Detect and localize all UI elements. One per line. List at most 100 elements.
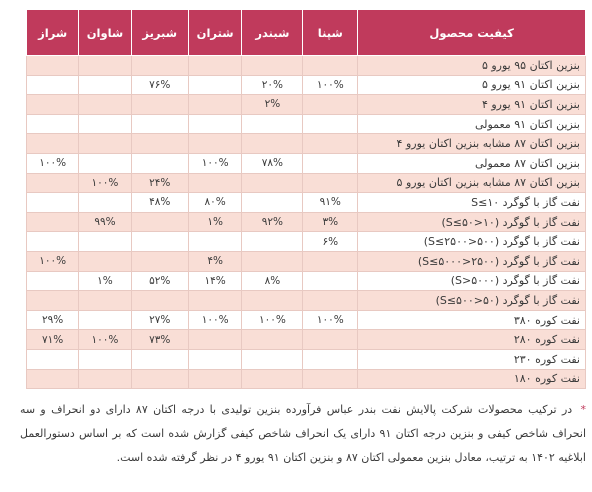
product-quality-cell: بنزین اکتان ۸۷ مشابه بنزین اکتان یورو ۵	[357, 172, 586, 194]
refinery-share-cell	[187, 329, 243, 350]
refinery-share-cell: ۲۹%	[25, 309, 80, 331]
refinery-share-cell: ۱۰۰%	[302, 74, 359, 96]
table-row: نفت گاز با گوگرد S≤۱۰ ۹۱% ۸۰% ۴۸%	[25, 192, 586, 213]
refinery-share-cell: ۱۴%	[187, 270, 243, 292]
refinery-share-cell	[241, 329, 304, 350]
refinery-share-cell: ۱۰۰%	[25, 250, 80, 272]
refinery-share-cell	[241, 55, 304, 76]
refinery-share-cell: ۹۲%	[241, 211, 304, 233]
refinery-share-cell: ۱۰۰%	[302, 309, 359, 331]
product-quality-cell: نفت گاز با گوگرد (۲۵۰۰<S≤۵۰۰۰)	[357, 250, 586, 272]
product-quality-cell: بنزین اکتان ۹۱ معمولی	[357, 113, 586, 135]
table-row: بنزین اکتان ۸۷ مشابه بنزین اکتان یورو ۴	[25, 133, 586, 154]
refinery-share-cell	[25, 231, 80, 252]
footnote-marker: *	[580, 403, 586, 416]
refinery-share-cell	[130, 348, 189, 370]
refinery-share-cell	[78, 250, 132, 272]
table-row: نفت کوره ۱۸۰	[25, 368, 586, 390]
refinery-share-cell	[302, 250, 359, 272]
refinery-share-cell: ۴۸%	[130, 192, 189, 213]
refinery-share-cell	[25, 133, 80, 154]
refinery-share-cell	[25, 192, 80, 213]
product-quality-cell: بنزین اکتان ۸۷ معمولی	[357, 152, 586, 174]
refinery-share-cell	[130, 231, 189, 252]
refinery-share-cell	[25, 74, 80, 96]
product-quality-cell: نفت کوره ۳۸۰	[357, 309, 586, 331]
refinery-share-cell	[130, 113, 189, 135]
table-header-row: کیفیت محصول شپنا شبندر شتران شبریز شاوان…	[25, 9, 586, 56]
refinery-share-cell	[241, 348, 304, 370]
refinery-share-cell	[25, 94, 80, 115]
refinery-share-cell	[187, 368, 243, 390]
product-quality-cell: بنزین اکتان ۹۱ یورو ۵	[357, 74, 586, 96]
table-row: نفت گاز با گوگرد (۲۵۰۰<S≤۵۰۰۰) ۴% ۱۰۰%	[25, 250, 586, 272]
refinery-share-cell: ۲%	[241, 94, 304, 115]
refinery-share-cell	[187, 172, 243, 194]
refinery-share-cell	[241, 172, 304, 194]
refinery-share-cell	[78, 348, 132, 370]
refinery-share-cell: ۷۶%	[130, 74, 189, 96]
product-quality-cell: نفت کوره ۲۳۰	[357, 348, 586, 370]
refinery-share-cell	[187, 113, 243, 135]
refinery-share-cell	[241, 113, 304, 135]
refinery-share-cell: ۸%	[241, 270, 304, 292]
table-body: بنزین اکتان ۹۵ یورو ۵ بنزین اکتان ۹۱ یورو…	[25, 55, 586, 390]
refinery-share-cell	[78, 113, 132, 135]
table-row: بنزین اکتان ۸۷ معمولی ۷۸% ۱۰۰% ۱۰۰%	[25, 152, 586, 174]
refinery-share-cell: ۲۷%	[130, 309, 189, 331]
refinery-share-cell: ۷۸%	[241, 152, 304, 174]
refinery-share-cell	[130, 290, 189, 311]
header-shbandar: شبندر	[241, 9, 304, 56]
product-quality-cell: نفت گاز با گوگرد S≤۱۰	[357, 192, 586, 213]
refinery-share-cell	[187, 74, 243, 96]
refinery-share-cell	[302, 290, 359, 311]
table-row: نفت کوره ۲۳۰	[25, 348, 586, 370]
refinery-share-cell	[130, 133, 189, 154]
table-row: بنزین اکتان ۸۷ مشابه بنزین اکتان یورو ۵ ۲…	[25, 172, 586, 194]
refinery-share-cell: ۱۰۰%	[78, 329, 132, 350]
refinery-share-cell	[241, 368, 304, 390]
refinery-share-cell	[187, 133, 243, 154]
product-quality-cell: نفت گاز با گوگرد (۱۰<S≤۵۰)	[357, 211, 586, 233]
refinery-share-cell	[302, 368, 359, 390]
refinery-share-cell	[130, 368, 189, 390]
refinery-share-cell	[241, 231, 304, 252]
header-shavan: شاوان	[78, 9, 132, 56]
refinery-share-cell: ۵۲%	[130, 270, 189, 292]
refinery-share-cell	[78, 368, 132, 390]
refinery-share-cell	[78, 192, 132, 213]
table-row: بنزین اکتان ۹۵ یورو ۵	[25, 55, 586, 76]
refinery-share-cell: ۱%	[78, 270, 132, 292]
refinery-share-cell: ۶%	[302, 231, 359, 252]
table-row: نفت گاز با گوگرد (S>۵۰۰۰) ۸% ۱۴% ۵۲% ۱%	[25, 270, 586, 292]
refinery-share-cell: ۹۱%	[302, 192, 359, 213]
header-shiraz: شراز	[25, 9, 80, 56]
header-product-quality: کیفیت محصول	[357, 9, 586, 56]
refinery-share-cell	[241, 250, 304, 272]
refinery-share-cell: ۱۰۰%	[78, 172, 132, 194]
table-row: بنزین اکتان ۹۱ معمولی	[25, 113, 586, 135]
refinery-share-cell	[302, 172, 359, 194]
refinery-share-cell	[78, 94, 132, 115]
refinery-share-cell	[302, 133, 359, 154]
refinery-share-cell	[130, 152, 189, 174]
refinery-share-cell: ۱۰۰%	[187, 309, 243, 331]
refinery-share-cell	[302, 348, 359, 370]
refinery-share-cell	[78, 74, 132, 96]
header-shtaran: شتران	[187, 9, 243, 56]
refinery-share-cell	[25, 348, 80, 370]
table-row: نفت کوره ۳۸۰ ۱۰۰% ۱۰۰% ۱۰۰% ۲۷% ۲۹%	[25, 309, 586, 331]
product-quality-cell: نفت گاز با گوگرد (۵۰<S≤۵۰۰)	[357, 290, 586, 311]
footnote-text: در ترکیب محصولات شرکت پالایش نفت بندر عب…	[20, 403, 586, 464]
refinery-share-cell	[302, 113, 359, 135]
refinery-share-cell	[78, 133, 132, 154]
refinery-share-cell	[25, 172, 80, 194]
product-quality-cell: بنزین اکتان ۹۵ یورو ۵	[357, 55, 586, 76]
refinery-share-cell	[187, 290, 243, 311]
product-quality-cell: نفت کوره ۱۸۰	[357, 368, 586, 390]
refinery-share-cell	[187, 55, 243, 76]
refinery-share-cell	[25, 55, 80, 76]
refinery-share-cell	[187, 231, 243, 252]
refinery-share-cell: ۸۰%	[187, 192, 243, 213]
refinery-share-cell	[78, 290, 132, 311]
